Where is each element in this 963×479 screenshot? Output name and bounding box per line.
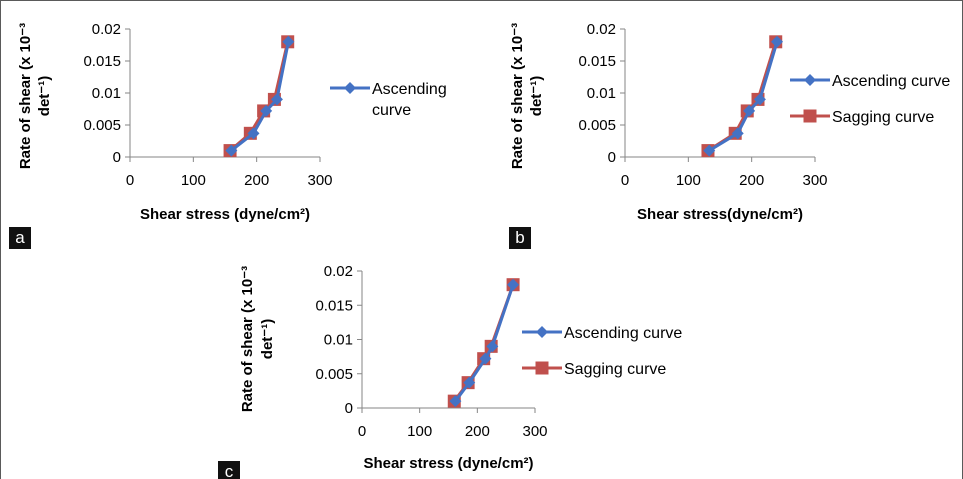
data-point (247, 127, 260, 140)
panel-label-b: b (509, 227, 531, 249)
x-tick-label: 200 (244, 172, 269, 189)
y-axis-title: Rate of shear (x 10⁻³ det⁻¹) (239, 266, 276, 412)
chart-b: 0 0.005 0.01 0.015 0.02 0 100 200 300 Shear stres… (509, 21, 950, 223)
y-tick-label: 0.015 (83, 53, 121, 70)
y-tick-label: 0.02 (324, 263, 353, 280)
legend-label: Ascending (372, 81, 447, 98)
chart-c: 0 0.005 0.01 0.015 0.02 0 100 200 300 Shear stres… (239, 263, 682, 472)
x-tick-label: 100 (676, 172, 701, 189)
y-tick-label: 0 (608, 149, 616, 166)
legend-label: Ascending curve (564, 325, 682, 342)
data-point (753, 93, 766, 106)
x-axis-title: Shear stress(dyne/cm²) (637, 206, 803, 223)
legend-label: Sagging curve (832, 109, 934, 126)
data-point (507, 278, 520, 291)
data-point (282, 35, 295, 48)
x-axis-title: Shear stress (dyne/cm²) (363, 455, 533, 472)
legend-label: Ascending curve (832, 73, 950, 90)
legend-swatch-marker (804, 74, 816, 86)
legend-label: Sagging curve (564, 361, 666, 378)
y-axis-title: Rate of shear (x 10⁻³ det⁻¹) (17, 23, 53, 169)
y-tick-label: 0.02 (587, 21, 616, 38)
data-point (771, 35, 783, 48)
data-point (486, 340, 499, 353)
data-point (703, 144, 716, 157)
x-tick-label: 200 (739, 172, 764, 189)
y-tick-label: 0.015 (578, 53, 616, 70)
legend-swatch-marker (535, 361, 549, 375)
panel-label-a: a (9, 227, 31, 249)
y-tick-label: 0.015 (315, 297, 353, 314)
legend-swatch-marker (803, 109, 817, 123)
y-tick-label: 0.01 (587, 85, 616, 102)
x-tick-label: 300 (522, 423, 547, 440)
y-tick-label: 0 (345, 400, 353, 417)
series-line (708, 41, 779, 152)
legend-swatch-marker (536, 326, 548, 338)
x-tick-label: 300 (307, 172, 332, 189)
x-tick-label: 0 (621, 172, 629, 189)
y-tick-label: 0.01 (92, 85, 121, 102)
y-tick-label: 0.005 (578, 117, 616, 134)
data-point (479, 352, 492, 365)
y-axis-title: Rate of shear (x 10⁻³ det⁻¹) (509, 23, 545, 169)
panel-label-c: c (218, 461, 240, 479)
y-tick-label: 0.02 (92, 21, 121, 38)
legend-label: curve (372, 102, 411, 119)
x-tick-label: 0 (126, 172, 134, 189)
data-point (743, 104, 756, 117)
chart-a: 0 0.005 0.01 0.015 0.02 0 100 200 300 Shear stres… (17, 21, 447, 223)
data-point (731, 127, 744, 140)
y-tick-label: 0 (113, 149, 121, 166)
data-point (260, 104, 273, 117)
x-tick-label: 0 (358, 423, 366, 440)
x-tick-label: 300 (802, 172, 827, 189)
y-tick-label: 0.01 (324, 332, 353, 349)
data-point (225, 144, 238, 157)
x-tick-label: 100 (181, 172, 206, 189)
x-axis-title: Shear stress (dyne/cm²) (140, 206, 310, 223)
data-point (449, 395, 462, 408)
y-tick-label: 0.005 (83, 117, 121, 134)
x-tick-label: 200 (465, 423, 490, 440)
data-point (463, 376, 476, 389)
y-tick-label: 0.005 (315, 366, 353, 383)
legend-swatch-marker (344, 82, 356, 94)
x-tick-label: 100 (407, 423, 432, 440)
data-point (270, 93, 283, 106)
